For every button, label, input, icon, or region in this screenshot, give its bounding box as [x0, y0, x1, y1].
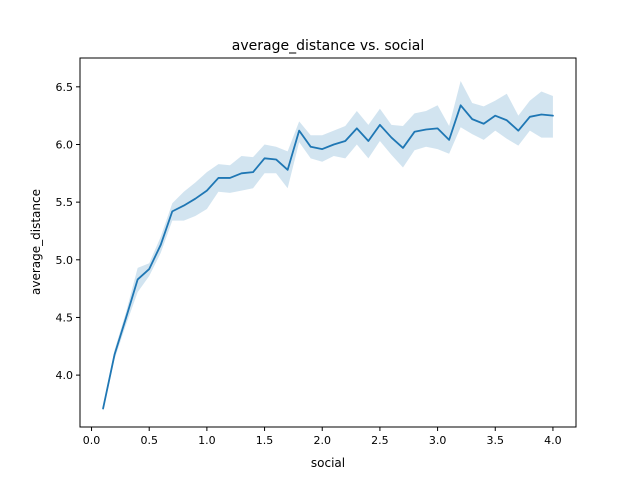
y-axis: 4.0 4.5 5.0 5.5 6.0 6.5	[56, 81, 80, 382]
x-tick-label: 1.0	[198, 434, 216, 447]
x-axis-label: social	[311, 456, 345, 470]
series-line	[102, 104, 554, 410]
x-axis: 0.0 0.5 1.0 1.5 2.0 2.5 3.0 3.5 4.0	[83, 427, 562, 447]
y-tick-label: 4.0	[56, 369, 74, 382]
y-axis-label: average_distance	[29, 189, 43, 295]
x-tick-label: 0.0	[83, 434, 101, 447]
x-tick-label: 2.5	[371, 434, 389, 447]
x-tick-label: 3.0	[429, 434, 447, 447]
y-tick-label: 5.5	[56, 196, 74, 209]
x-tick-label: 0.5	[140, 434, 158, 447]
chart-title: average_distance vs. social	[232, 38, 424, 54]
x-tick-label: 2.0	[313, 434, 331, 447]
plot-area	[102, 81, 554, 411]
x-tick-label: 1.5	[256, 434, 274, 447]
x-tick-label: 4.0	[544, 434, 562, 447]
y-tick-label: 6.0	[56, 138, 74, 151]
y-tick-label: 4.5	[56, 311, 74, 324]
plot-frame	[79, 57, 577, 428]
x-tick-label: 3.5	[487, 434, 505, 447]
y-tick-label: 5.0	[56, 254, 74, 267]
y-tick-label: 6.5	[56, 81, 74, 94]
